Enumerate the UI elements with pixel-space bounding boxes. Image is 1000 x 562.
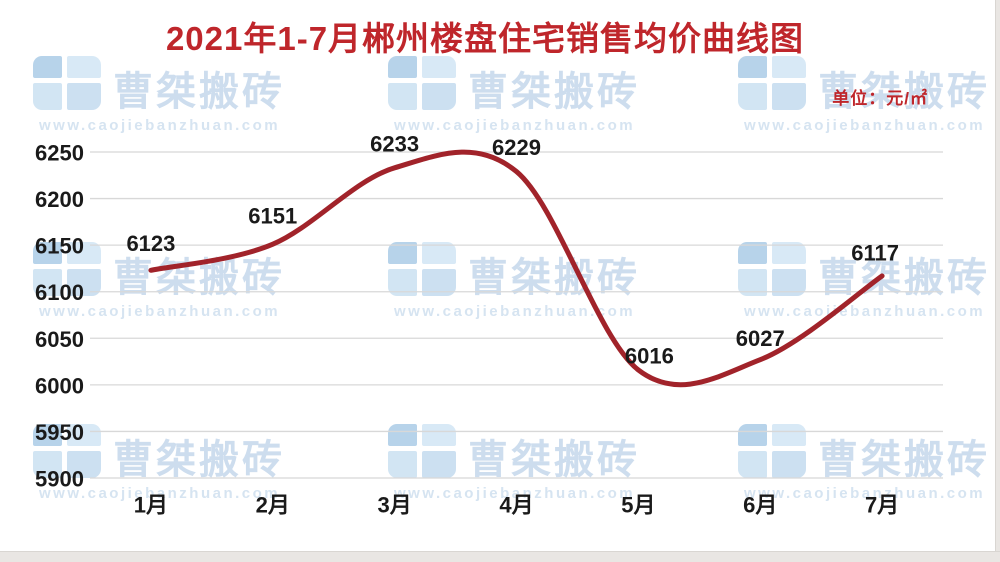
watermark: 曹桀搬砖 www.caojiebanzhuan.com xyxy=(33,424,293,504)
logo-pane xyxy=(388,451,417,478)
logo-pane xyxy=(388,424,417,446)
brand-window-logo-icon xyxy=(388,242,456,296)
watermark-brand-name: 曹桀搬砖 xyxy=(113,256,285,300)
page-edge-right xyxy=(995,0,1000,562)
watermark-url: www.caojiebanzhuan.com xyxy=(744,485,986,502)
brand-window-logo-icon xyxy=(738,242,806,296)
logo-pane xyxy=(33,424,62,446)
logo-pane xyxy=(738,424,767,446)
brand-window-logo-icon xyxy=(738,56,806,110)
brand-window-logo-icon xyxy=(738,424,806,478)
logo-pane xyxy=(738,242,767,264)
logo-pane xyxy=(388,242,417,264)
logo-pane xyxy=(422,242,456,264)
logo-pane xyxy=(422,451,456,478)
watermark-brand-name: 曹桀搬砖 xyxy=(113,70,285,114)
watermark: 曹桀搬砖 www.caojiebanzhuan.com xyxy=(388,242,648,322)
logo-pane xyxy=(422,424,456,446)
watermark-brand-name: 曹桀搬砖 xyxy=(818,256,990,300)
logo-pane xyxy=(738,451,767,478)
logo-pane xyxy=(33,83,62,110)
watermark-brand-name: 曹桀搬砖 xyxy=(818,438,990,482)
logo-pane xyxy=(772,242,806,264)
logo-pane xyxy=(422,269,456,296)
logo-pane xyxy=(772,269,806,296)
logo-pane xyxy=(67,83,101,110)
brand-window-logo-icon xyxy=(388,56,456,110)
watermark: 曹桀搬砖 www.caojiebanzhuan.com xyxy=(33,56,293,136)
logo-pane xyxy=(772,451,806,478)
watermark-brand-name: 曹桀搬砖 xyxy=(468,256,640,300)
watermark-url: www.caojiebanzhuan.com xyxy=(39,303,281,320)
logo-pane xyxy=(738,83,767,110)
brand-window-logo-icon xyxy=(388,424,456,478)
page-edge-bottom xyxy=(0,551,1000,562)
watermark-url: www.caojiebanzhuan.com xyxy=(394,485,636,502)
logo-pane xyxy=(388,83,417,110)
unit-label: 单位：元/㎡ xyxy=(832,89,928,108)
logo-pane xyxy=(67,242,101,264)
watermark: 曹桀搬砖 www.caojiebanzhuan.com xyxy=(738,242,998,322)
logo-pane xyxy=(772,83,806,110)
watermark-brand-name: 曹桀搬砖 xyxy=(113,438,285,482)
watermark-url: www.caojiebanzhuan.com xyxy=(394,303,636,320)
watermark-url: www.caojiebanzhuan.com xyxy=(39,117,281,134)
brand-window-logo-icon xyxy=(33,424,101,478)
logo-pane xyxy=(67,451,101,478)
chart-title: 2021年1-7月郴州楼盘住宅销售均价曲线图 xyxy=(165,20,805,57)
logo-pane xyxy=(33,451,62,478)
watermark: 曹桀搬砖 www.caojiebanzhuan.com xyxy=(738,424,998,504)
watermark: 曹桀搬砖 www.caojiebanzhuan.com xyxy=(388,56,648,136)
watermark: 曹桀搬砖 www.caojiebanzhuan.com xyxy=(388,424,648,504)
logo-pane xyxy=(33,269,62,296)
brand-window-logo-icon xyxy=(33,242,101,296)
watermark-url: www.caojiebanzhuan.com xyxy=(744,303,986,320)
logo-pane xyxy=(422,83,456,110)
brand-window-logo-icon xyxy=(33,56,101,110)
watermark: 曹桀搬砖 www.caojiebanzhuan.com xyxy=(33,242,293,322)
watermark-brand-name: 曹桀搬砖 xyxy=(468,438,640,482)
watermark-url: www.caojiebanzhuan.com xyxy=(39,485,281,502)
watermark-brand-name: 曹桀搬砖 xyxy=(468,70,640,114)
logo-pane xyxy=(67,424,101,446)
logo-pane xyxy=(67,269,101,296)
logo-pane xyxy=(772,424,806,446)
watermark-url: www.caojiebanzhuan.com xyxy=(394,117,636,134)
logo-pane xyxy=(33,242,62,264)
logo-pane xyxy=(388,269,417,296)
logo-pane xyxy=(738,269,767,296)
watermark-url: www.caojiebanzhuan.com xyxy=(744,117,986,134)
